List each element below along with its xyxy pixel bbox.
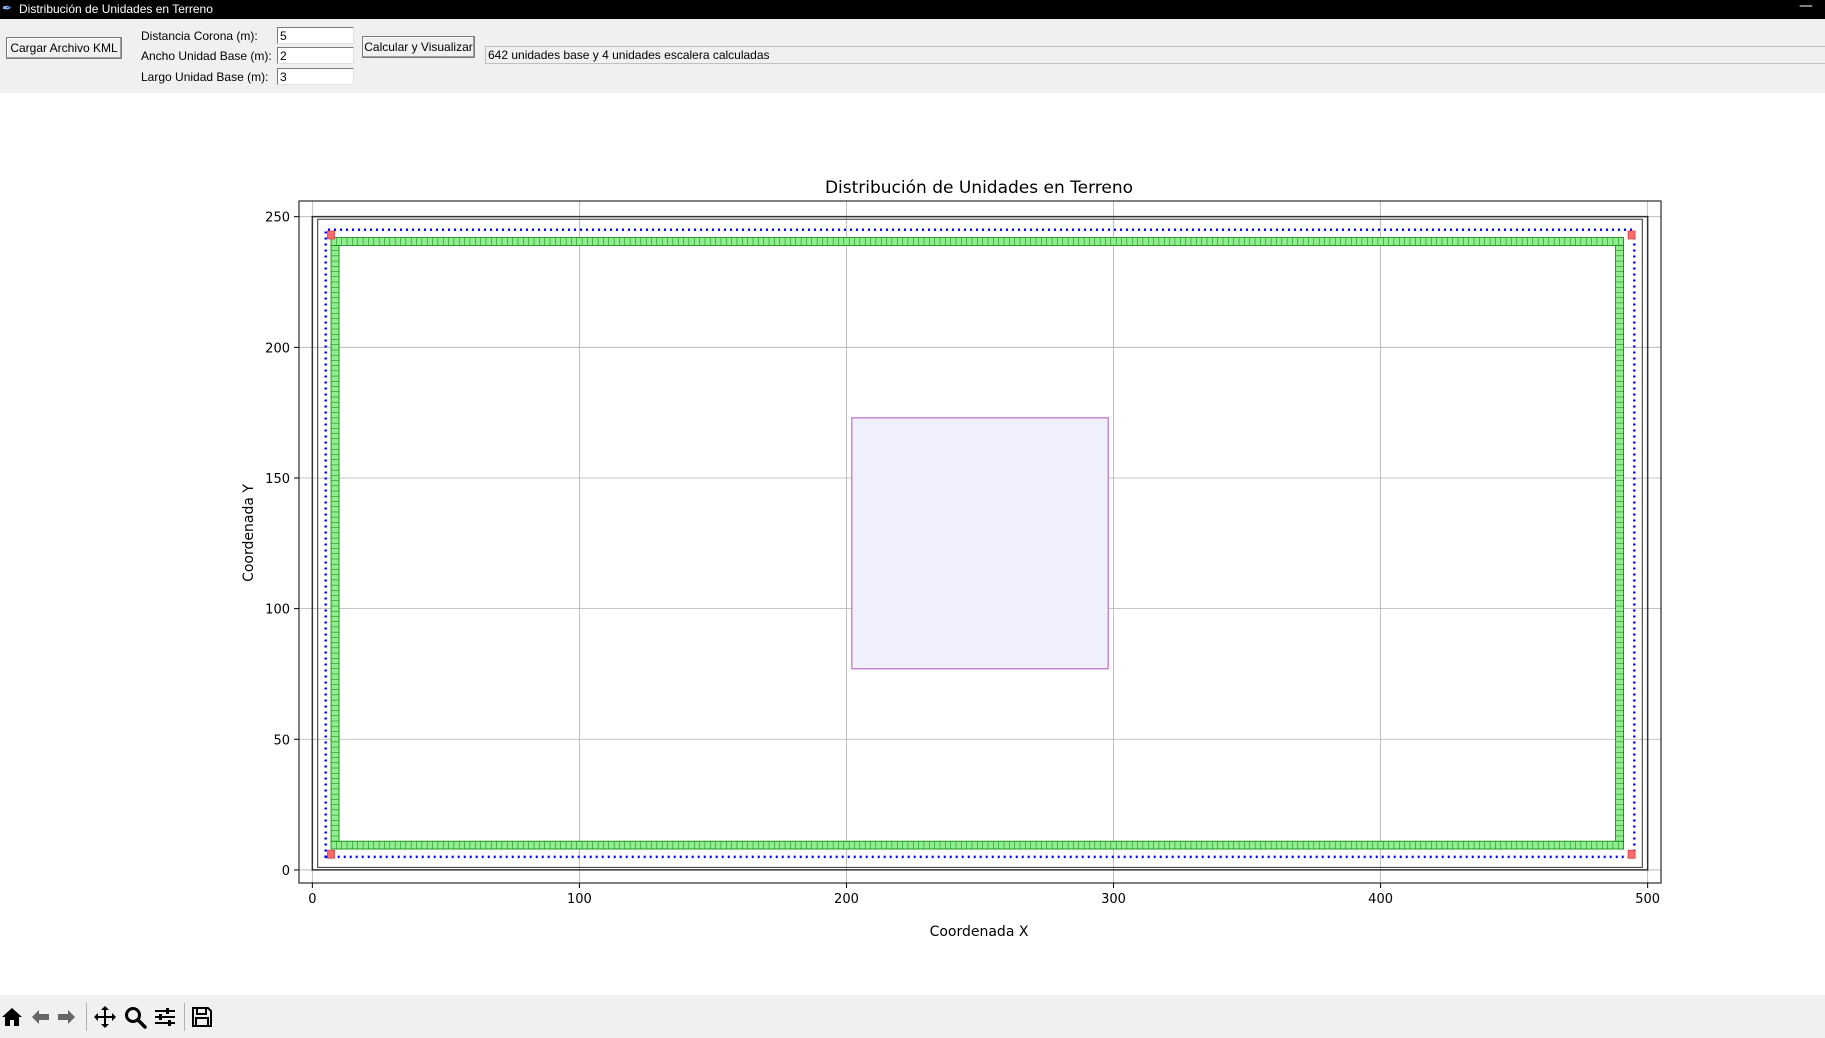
y-tick-label: 200 xyxy=(265,341,290,356)
load-kml-button[interactable]: Cargar Archivo KML xyxy=(6,37,122,59)
toolbar-separator xyxy=(86,1003,87,1031)
axes-frame xyxy=(298,200,1662,884)
ancho-label: Ancho Unidad Base (m): xyxy=(141,49,272,63)
controls-panel: Cargar Archivo KML Distancia Corona (m):… xyxy=(0,19,1825,93)
unit-row-top xyxy=(330,237,1625,246)
stair-unit xyxy=(327,230,335,240)
x-tick-label: 200 xyxy=(834,892,859,907)
window-titlebar: ✒ Distribución de Unidades en Terreno — xyxy=(0,0,1825,19)
navigation-toolbar xyxy=(0,995,1825,1038)
x-tick-label: 400 xyxy=(1368,892,1393,907)
stair-unit xyxy=(1627,230,1636,240)
toolbar-separator xyxy=(184,1003,185,1031)
x-tick-label: 500 xyxy=(1635,892,1660,907)
minimize-icon[interactable]: — xyxy=(1799,0,1813,14)
ancho-input[interactable] xyxy=(277,47,354,64)
back-icon[interactable] xyxy=(28,1005,52,1029)
zoom-icon[interactable] xyxy=(123,1005,147,1029)
terrain-outline xyxy=(311,215,1649,871)
x-axis-label: Coordenada X xyxy=(930,924,1029,940)
largo-label: Largo Unidad Base (m): xyxy=(141,70,269,84)
calculate-button[interactable]: Calcular y Visualizar xyxy=(362,36,475,58)
unit-row-left xyxy=(330,245,340,842)
y-tick-label: 100 xyxy=(265,603,290,618)
unit-row-right xyxy=(1615,245,1625,842)
terrain-inner-outline xyxy=(317,218,1643,868)
y-tick-label: 0 xyxy=(282,864,290,879)
unit-row-bottom xyxy=(330,840,1625,850)
forward-icon[interactable] xyxy=(55,1005,79,1029)
plot-area xyxy=(311,215,1649,871)
plot-canvas: Distribución de Unidades en Terreno 0 100… xyxy=(0,93,1825,995)
pan-icon[interactable] xyxy=(93,1005,117,1029)
stair-unit xyxy=(1627,849,1636,859)
corona-label: Distancia Corona (m): xyxy=(141,29,258,43)
home-icon[interactable] xyxy=(0,1005,24,1029)
x-tick-label: 300 xyxy=(1101,892,1126,907)
status-field[interactable]: 642 unidades base y 4 unidades escalera … xyxy=(485,46,1825,64)
stair-unit xyxy=(327,849,335,859)
largo-input[interactable] xyxy=(277,68,354,85)
feather-icon: ✒ xyxy=(2,1,13,15)
obstacle-area xyxy=(851,417,1109,670)
save-icon[interactable] xyxy=(190,1005,214,1029)
x-tick-label: 100 xyxy=(567,892,592,907)
corona-input[interactable] xyxy=(277,27,354,44)
chart-title: Distribución de Unidades en Terreno xyxy=(825,178,1133,198)
y-axis-label: Coordenada Y xyxy=(241,484,257,582)
window-title: Distribución de Unidades en Terreno xyxy=(19,2,213,16)
axis-ticks: 0 100 200 300 400 500 0 50 100 150 200 250 xyxy=(265,211,1660,907)
y-tick-label: 150 xyxy=(265,472,290,487)
configure-icon[interactable] xyxy=(153,1005,177,1029)
x-tick-label: 0 xyxy=(308,892,316,907)
y-tick-label: 250 xyxy=(265,211,290,226)
y-tick-label: 50 xyxy=(273,733,290,748)
